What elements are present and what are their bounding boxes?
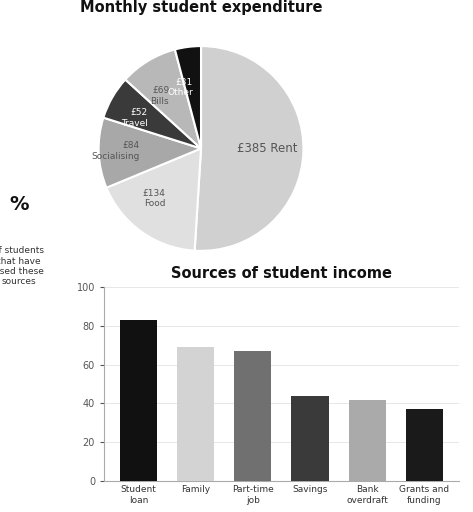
Text: %: % xyxy=(9,195,29,215)
Bar xyxy=(234,351,272,481)
Text: £84
Socialising: £84 Socialising xyxy=(91,141,140,161)
Bar xyxy=(291,396,329,481)
Text: £31
Other: £31 Other xyxy=(167,78,193,97)
Text: £385 Rent: £385 Rent xyxy=(237,142,298,155)
Text: £134
Food: £134 Food xyxy=(142,189,166,208)
Wedge shape xyxy=(104,79,201,148)
Text: of students
that have
used these
sources: of students that have used these sources xyxy=(0,246,44,286)
Wedge shape xyxy=(125,50,201,148)
Wedge shape xyxy=(194,46,303,251)
Bar xyxy=(120,320,158,481)
Wedge shape xyxy=(175,46,201,148)
Wedge shape xyxy=(106,148,201,251)
Title: Monthly student expenditure: Monthly student expenditure xyxy=(80,0,322,15)
Bar xyxy=(349,399,385,481)
Bar xyxy=(405,409,443,481)
Wedge shape xyxy=(99,118,201,188)
Text: £69
Bills: £69 Bills xyxy=(150,86,169,105)
Text: £52
Travel: £52 Travel xyxy=(121,108,148,127)
Bar xyxy=(177,347,214,481)
Title: Sources of student income: Sources of student income xyxy=(171,266,392,282)
